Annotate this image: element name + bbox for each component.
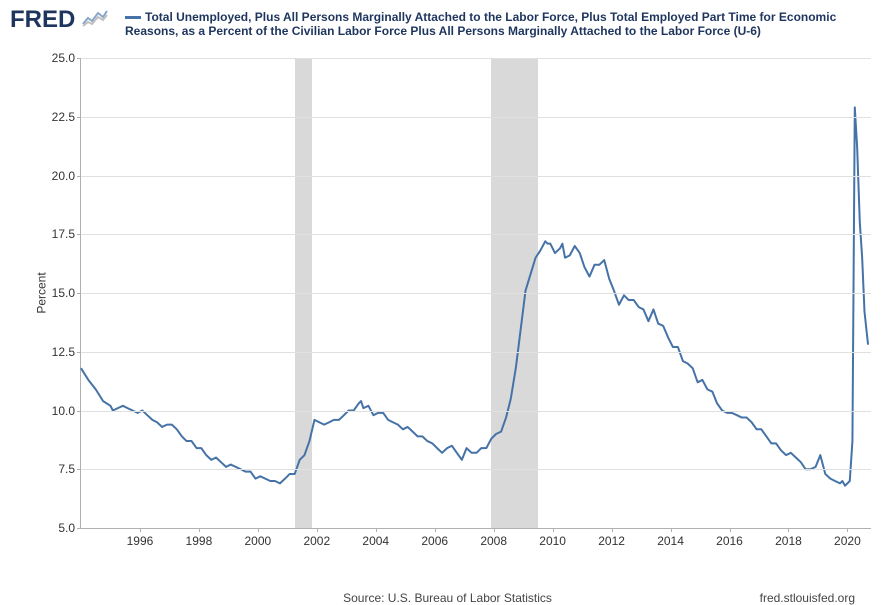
x-tick-label: 2008 (480, 528, 507, 548)
gridline (81, 234, 871, 235)
y-tick-label: 25.0 (35, 51, 81, 65)
fred-logo-text: FRED (10, 6, 75, 34)
legend-label: Total Unemployed, Plus All Persons Margi… (125, 10, 836, 38)
y-tick-label: 5.0 (35, 521, 81, 535)
gridline (81, 469, 871, 470)
x-tick-label: 2018 (775, 528, 802, 548)
fred-logo: FRED (10, 6, 108, 34)
x-tick-label: 2012 (598, 528, 625, 548)
fred-logo-icon (82, 9, 108, 32)
header: FRED Total Unemployed, Plus All Persons … (10, 6, 885, 34)
x-tick-label: 2014 (657, 528, 684, 548)
gridline (81, 293, 871, 294)
legend: Total Unemployed, Plus All Persons Margi… (125, 10, 879, 38)
gridline (81, 352, 871, 353)
gridline (81, 58, 871, 59)
u6-series-line (81, 107, 868, 485)
y-tick-label: 15.0 (35, 286, 81, 300)
x-tick-label: 2006 (421, 528, 448, 548)
x-tick-label: 2000 (245, 528, 272, 548)
y-tick-label: 22.5 (35, 110, 81, 124)
brand-text: fred.stlouisfed.org (760, 591, 855, 605)
x-tick-label: 2016 (716, 528, 743, 548)
legend-swatch (125, 16, 141, 19)
chart-plot-area: Percent 5.07.510.012.515.017.520.022.525… (80, 58, 871, 529)
x-tick-label: 2004 (362, 528, 389, 548)
x-tick-label: 2010 (539, 528, 566, 548)
y-tick-label: 17.5 (35, 227, 81, 241)
x-tick-label: 1996 (127, 528, 154, 548)
x-tick-label: 2020 (834, 528, 861, 548)
y-tick-label: 20.0 (35, 169, 81, 183)
x-tick-label: 2002 (303, 528, 330, 548)
x-tick-label: 1998 (186, 528, 213, 548)
y-tick-label: 10.0 (35, 404, 81, 418)
y-tick-label: 7.5 (35, 462, 81, 476)
gridline (81, 176, 871, 177)
gridline (81, 117, 871, 118)
gridline (81, 411, 871, 412)
y-tick-label: 12.5 (35, 345, 81, 359)
